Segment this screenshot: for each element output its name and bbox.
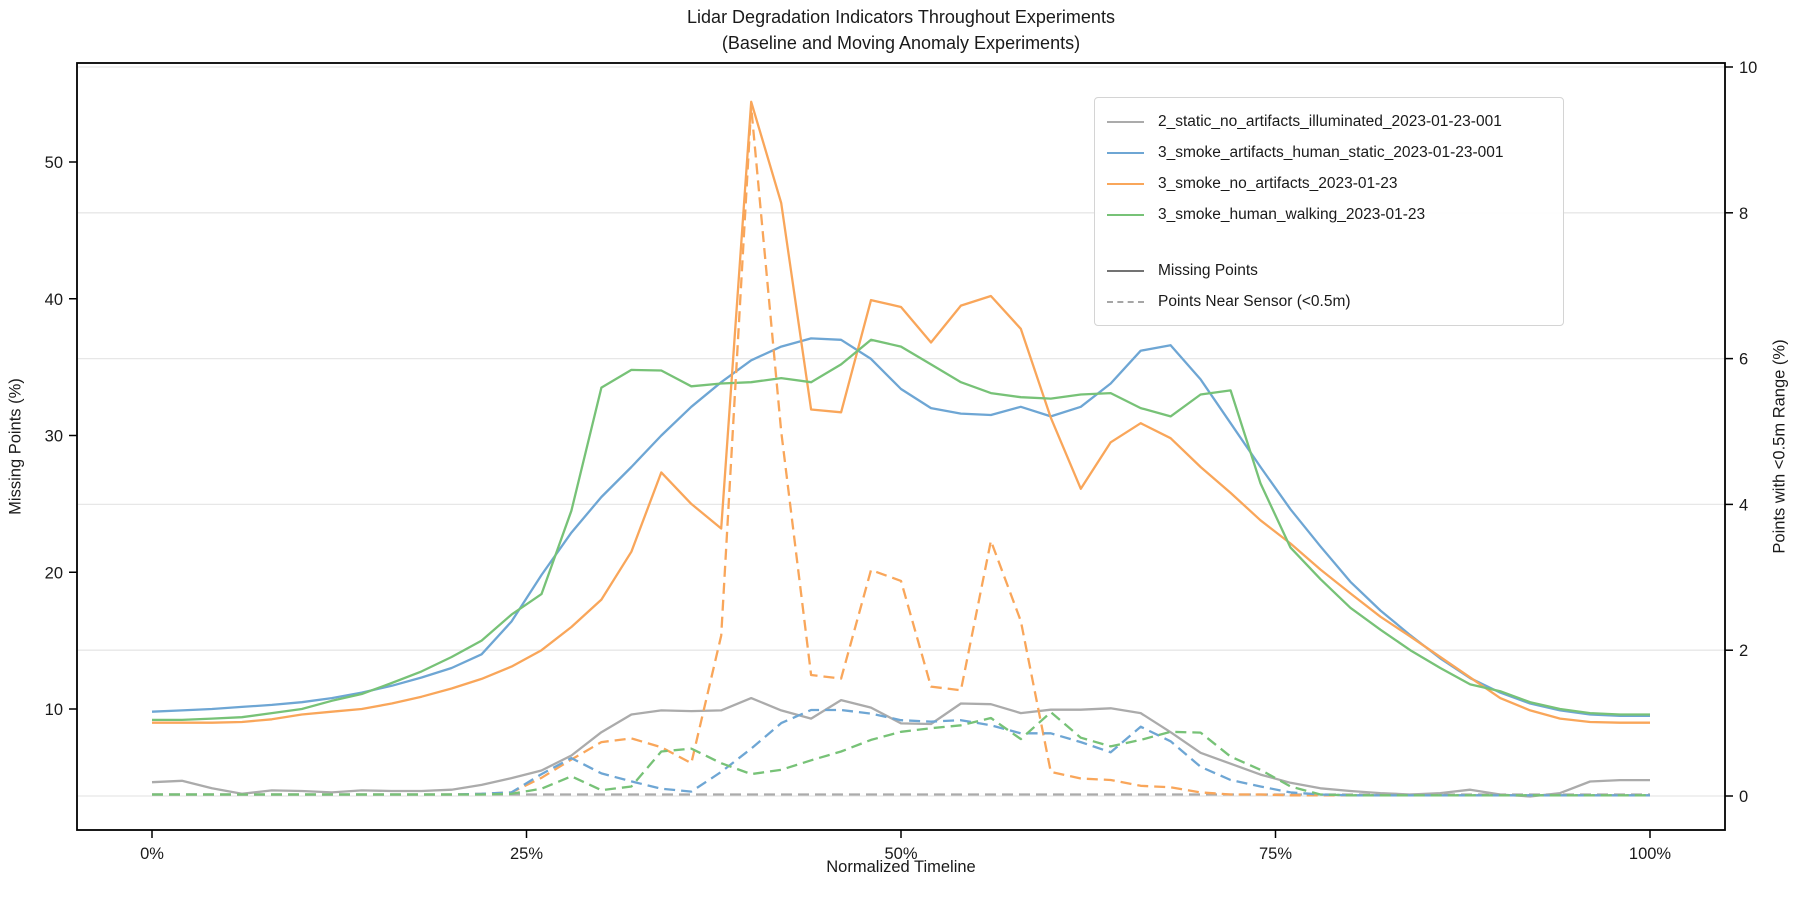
dashed-line-swatch-icon: [1107, 300, 1144, 303]
y-tick-label-right: 2: [1739, 642, 1748, 660]
legend-item-series-2: 3_smoke_no_artifacts_2023-01-23: [1107, 168, 1549, 199]
series-line-missing-points-2: [152, 100, 1650, 724]
y-tick-label-left: 10: [45, 701, 63, 719]
legend-item-series-0: 2_static_no_artifacts_illuminated_2023-0…: [1107, 106, 1549, 137]
solid-line-swatch-icon: [1107, 213, 1144, 216]
y-axis-label-left: Missing Points (%): [6, 378, 25, 515]
x-tick-label: 100%: [1629, 845, 1672, 863]
legend-label: 3_smoke_artifacts_human_static_2023-01-2…: [1158, 143, 1504, 161]
chart-title: Lidar Degradation Indicators Throughout …: [77, 4, 1725, 56]
solid-line-swatch-icon: [1107, 120, 1144, 123]
x-tick-label: 25%: [510, 845, 543, 863]
legend-label: 2_static_no_artifacts_illuminated_2023-0…: [1158, 112, 1502, 130]
legend-item-style-0: Missing Points: [1107, 255, 1549, 286]
chart-title-line1: Lidar Degradation Indicators Throughout …: [687, 7, 1115, 27]
x-tick-label: 75%: [1259, 845, 1292, 863]
legend: 2_static_no_artifacts_illuminated_2023-0…: [1094, 97, 1564, 326]
legend-spacer: [1107, 230, 1549, 255]
series-line-missing-points-3: [152, 338, 1650, 722]
legend-item-series-1: 3_smoke_artifacts_human_static_2023-01-2…: [1107, 137, 1549, 168]
series-line-missing-points-1: [151, 337, 1650, 717]
series-line-points-near-sensor------m--7: [152, 711, 1650, 797]
legend-label: 3_smoke_human_walking_2023-01-23: [1158, 205, 1426, 223]
y-tick-label-right: 0: [1739, 788, 1748, 806]
y-tick-label-right: 4: [1739, 496, 1748, 514]
y-tick-label-right: 6: [1739, 351, 1748, 369]
y-tick-label-left: 20: [45, 564, 63, 582]
chart-title-line2: (Baseline and Moving Anomaly Experiments…: [721, 33, 1081, 53]
x-tick-label: 0%: [140, 845, 164, 863]
x-tick-label: 50%: [884, 845, 917, 863]
series-line-missing-points-0: [151, 696, 1650, 798]
legend-label: Missing Points: [1158, 261, 1258, 279]
solid-line-swatch-icon: [1107, 269, 1144, 272]
legend-item-series-3: 3_smoke_human_walking_2023-01-23: [1107, 199, 1549, 230]
y-tick-label-left: 30: [45, 428, 63, 446]
legend-item-style-1: Points Near Sensor (<0.5m): [1107, 286, 1549, 317]
solid-line-swatch-icon: [1107, 151, 1144, 154]
solid-line-swatch-icon: [1107, 182, 1144, 185]
y-tick-label-right: 10: [1739, 59, 1757, 77]
y-tick-label-left: 40: [45, 291, 63, 309]
legend-label: 3_smoke_no_artifacts_2023-01-23: [1158, 174, 1398, 192]
series-line-points-near-sensor------m--5: [152, 708, 1650, 797]
legend-label: Points Near Sensor (<0.5m): [1158, 292, 1351, 310]
y-tick-label-left: 50: [45, 154, 63, 172]
y-tick-label-right: 8: [1739, 205, 1748, 223]
y-axis-label-right: Points with <0.5m Range (%): [1770, 339, 1789, 554]
x-axis-label: Normalized Timeline: [826, 858, 976, 876]
